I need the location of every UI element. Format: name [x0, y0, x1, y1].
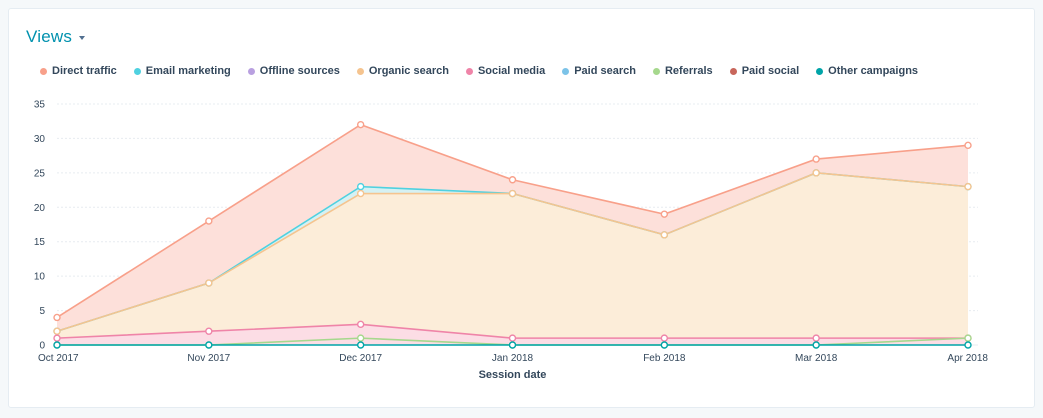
social-media-point	[660, 334, 669, 342]
chart-legend: Direct traffic Email marketing Offline sou…	[40, 65, 935, 77]
organic-search-point	[205, 279, 213, 287]
y-tick-label: 25	[34, 168, 46, 179]
direct-traffic-point	[356, 120, 365, 129]
legend-item-paid-social[interactable]: Paid social	[729, 65, 800, 77]
other-campaigns-point	[508, 341, 517, 349]
legend-item-organic-search[interactable]: Organic search	[356, 65, 449, 77]
x-tick-label: Feb 2018	[643, 353, 686, 364]
y-tick-label: 20	[34, 203, 46, 214]
email-marketing-point	[356, 182, 365, 191]
x-tick-label: Oct 2017	[38, 353, 79, 364]
chart-title[interactable]: Views	[26, 27, 73, 46]
legend-item-email-marketing[interactable]: Email marketing	[133, 65, 231, 77]
x-tick-label: Apr 2018	[947, 353, 988, 364]
legend-label: Paid search	[574, 65, 636, 77]
organic-search-point	[812, 169, 820, 177]
other-campaigns-point	[205, 341, 213, 349]
y-tick-label: 15	[34, 237, 46, 248]
organic-search-point	[53, 327, 61, 335]
x-axis-title: Session date	[479, 369, 547, 381]
legend-dot-icon	[562, 67, 570, 75]
y-tick-label: 5	[39, 306, 45, 317]
legend-label: Email marketing	[145, 65, 231, 77]
direct-traffic-point	[660, 210, 669, 218]
referrals-point	[964, 334, 972, 342]
legend-dot-icon	[356, 67, 364, 75]
other-campaigns-point	[964, 341, 972, 349]
y-tick-label: 30	[34, 134, 46, 145]
organic-search-point	[660, 231, 669, 239]
legend-item-paid-search[interactable]: Paid search	[562, 65, 636, 77]
legend-label: Organic search	[368, 65, 449, 77]
social-media-point	[508, 334, 517, 342]
legend-item-other-campaigns[interactable]: Other campaigns	[816, 65, 918, 77]
other-campaigns-point	[356, 341, 365, 349]
y-tick-label: 35	[34, 100, 46, 111]
social-media-area	[57, 324, 968, 345]
other-campaigns-point	[812, 341, 820, 349]
x-tick-label: Jan 2018	[492, 353, 534, 364]
x-tick-label: Dec 2017	[339, 353, 382, 364]
organic-search-point	[356, 189, 365, 198]
organic-search-point	[964, 182, 972, 191]
legend-label: Referrals	[664, 65, 713, 77]
legend-label: Direct traffic	[52, 65, 117, 77]
organic-search-point	[508, 189, 517, 198]
views-dropdown[interactable]: Views	[26, 27, 86, 47]
other-campaigns-point	[53, 341, 61, 349]
legend-dot-icon	[816, 67, 824, 75]
organic-search-area	[57, 172, 968, 339]
direct-traffic-point	[812, 155, 820, 163]
y-tick-label: 0	[39, 341, 45, 352]
x-tick-label: Nov 2017	[187, 353, 230, 364]
y-tick-label: 10	[34, 272, 46, 283]
x-tick-label: Mar 2018	[795, 353, 838, 364]
legend-dot-icon	[133, 67, 141, 75]
referrals-point	[356, 334, 365, 342]
other-campaigns-point	[660, 341, 669, 349]
legend-dot-icon	[465, 67, 473, 75]
legend-dot-icon	[247, 67, 255, 75]
legend-label: Offline sources	[259, 65, 340, 77]
social-media-point	[356, 320, 365, 329]
social-media-point	[205, 327, 213, 335]
legend-label: Other campaigns	[828, 65, 919, 77]
legend-item-referrals[interactable]: Referrals	[652, 65, 713, 77]
direct-traffic-point	[508, 176, 517, 184]
chevron-down-icon[interactable]	[79, 36, 86, 40]
legend-item-offline-sources[interactable]: Offline sources	[247, 65, 340, 77]
legend-dot-icon	[652, 67, 660, 75]
direct-traffic-point	[205, 217, 213, 225]
legend-dot-icon	[40, 67, 47, 75]
direct-traffic-area	[57, 124, 968, 332]
legend-item-social-media[interactable]: Social media	[465, 65, 546, 77]
social-media-point	[812, 334, 820, 342]
direct-traffic-point	[53, 313, 61, 322]
legend-dot-icon	[729, 67, 737, 75]
direct-traffic-point	[964, 141, 972, 150]
legend-label: Social media	[477, 65, 546, 77]
social-media-point	[53, 334, 61, 342]
legend-item-direct-traffic[interactable]: Direct traffic	[40, 65, 117, 77]
legend-label: Paid social	[741, 65, 800, 77]
